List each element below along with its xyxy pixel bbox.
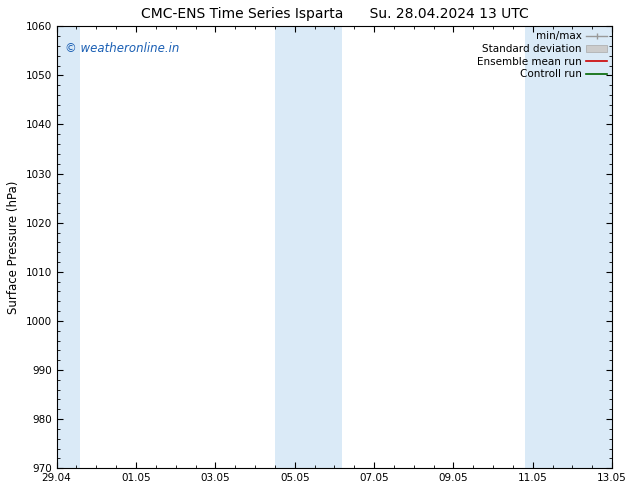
- Y-axis label: Surface Pressure (hPa): Surface Pressure (hPa): [7, 180, 20, 314]
- Title: CMC-ENS Time Series Isparta      Su. 28.04.2024 13 UTC: CMC-ENS Time Series Isparta Su. 28.04.20…: [141, 7, 528, 21]
- Bar: [55, 26, 81, 468]
- Text: © weatheronline.in: © weatheronline.in: [65, 42, 179, 55]
- Bar: [275, 26, 342, 468]
- Bar: [525, 26, 614, 468]
- Legend: min/max, Standard deviation, Ensemble mean run, Controll run: min/max, Standard deviation, Ensemble me…: [475, 29, 609, 81]
